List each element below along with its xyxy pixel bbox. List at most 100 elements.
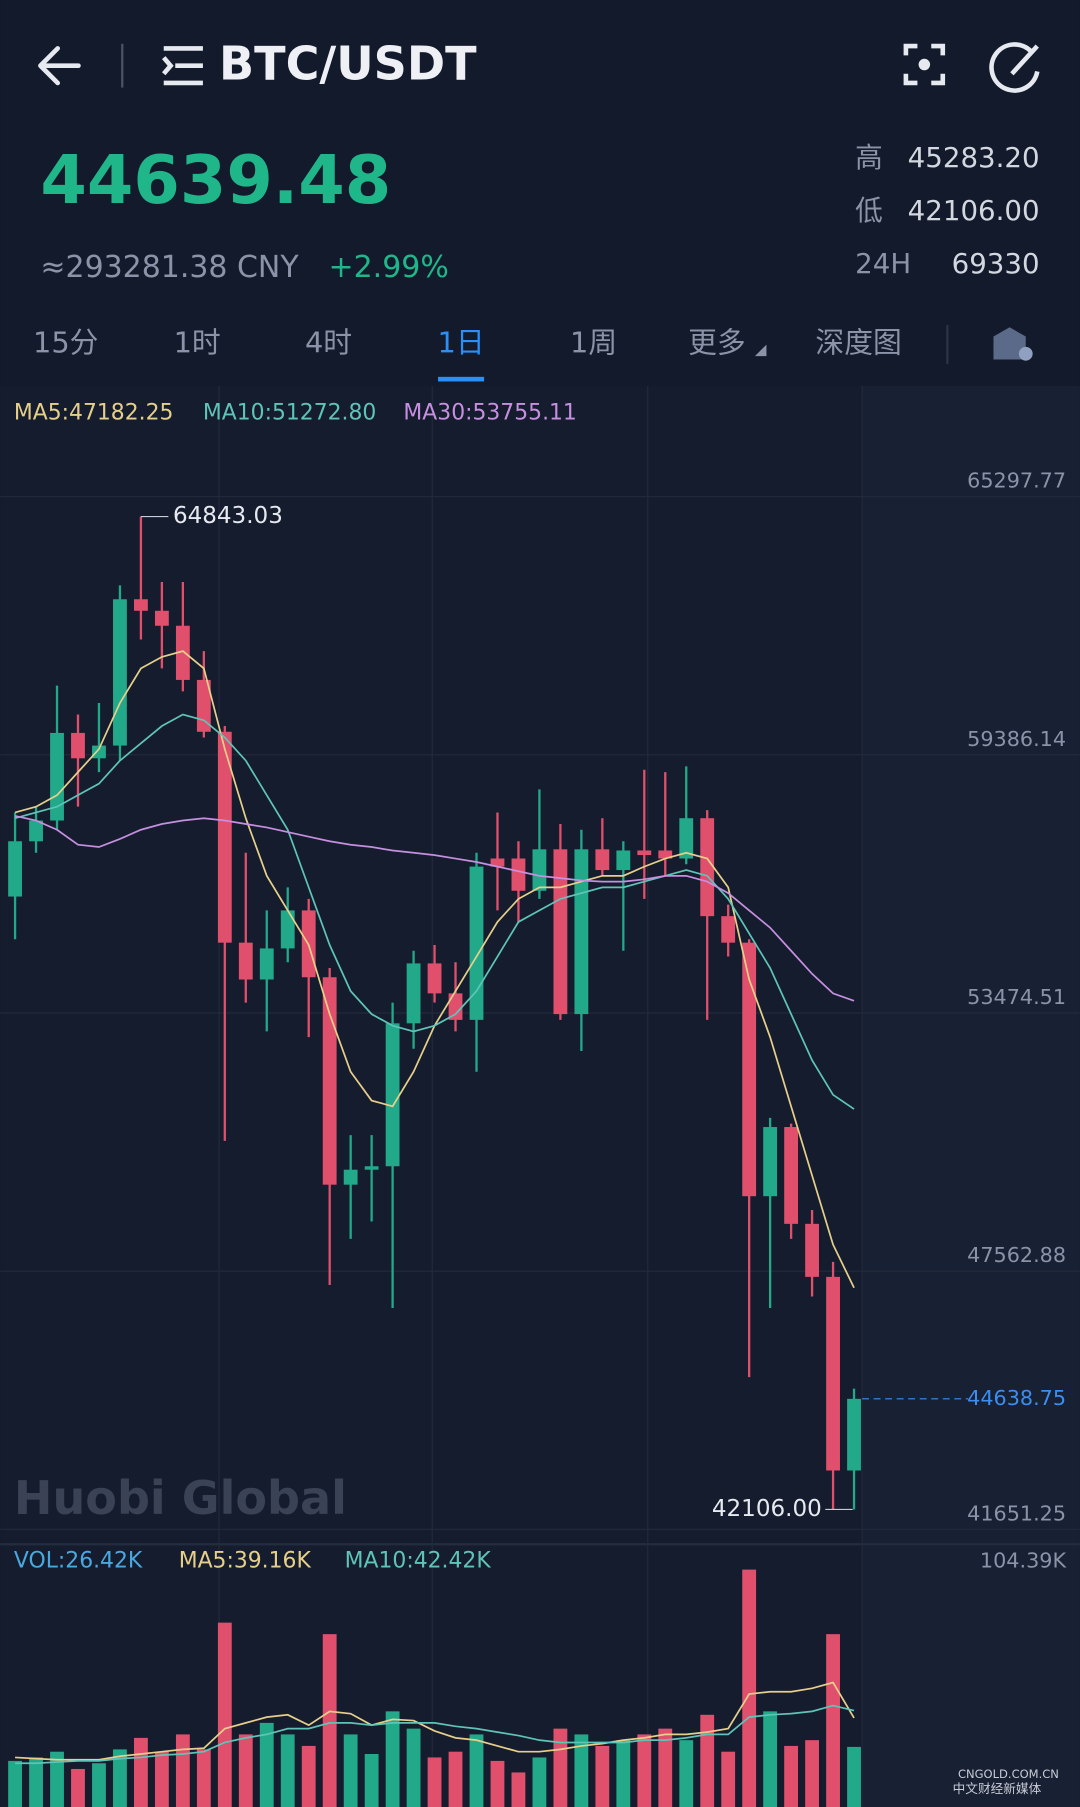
- volume-bar: [322, 1634, 337, 1807]
- volume-bar: [113, 1749, 127, 1807]
- volume-bar: [847, 1746, 861, 1807]
- menu-icon: [161, 46, 203, 86]
- cny-price: ≈293281.38 CNY: [40, 250, 299, 285]
- candle-body: [175, 625, 190, 680]
- candle-body: [259, 948, 274, 980]
- volume-legend: VOL:26.42K: [14, 1549, 143, 1574]
- volume-bar: [280, 1734, 295, 1807]
- volume-bar: [301, 1745, 316, 1807]
- tab[interactable]: 1周: [570, 326, 617, 360]
- volume-bar: [385, 1711, 400, 1807]
- volume-ma-legend: MA10:42.42K: [345, 1549, 492, 1574]
- volume-bar: [763, 1711, 778, 1807]
- min-label: 42106.00: [712, 1496, 822, 1522]
- volume-ma-line: [15, 1704, 855, 1765]
- tab[interactable]: 更多: [688, 326, 746, 360]
- settings-button[interactable]: [993, 327, 1033, 361]
- volume-bar: [469, 1734, 484, 1807]
- candle-body: [826, 1276, 840, 1471]
- tab[interactable]: 4时: [305, 326, 352, 360]
- menu-button[interactable]: [161, 46, 203, 86]
- candle-body: [469, 866, 484, 1020]
- candle-body: [217, 731, 232, 943]
- volume-bar: [490, 1760, 505, 1807]
- ma-legend: MA30:53755.11: [403, 401, 576, 426]
- candle-body: [113, 599, 127, 746]
- volume-bar: [154, 1751, 169, 1807]
- volume-tick-label: 104.39K: [980, 1549, 1068, 1573]
- volume-bar: [742, 1569, 757, 1807]
- volume-bar: [721, 1751, 736, 1807]
- candle-body: [574, 849, 589, 1015]
- candle-body: [595, 849, 610, 871]
- candle-body: [50, 732, 64, 821]
- volume-bar: [616, 1740, 631, 1807]
- candle-body: [343, 1169, 358, 1185]
- candle-body: [763, 1127, 778, 1197]
- tab[interactable]: 15分: [33, 326, 98, 360]
- volume-bar: [553, 1728, 568, 1807]
- fullscreen-dot: [918, 58, 931, 71]
- candle-body: [679, 818, 694, 859]
- tab[interactable]: 1日: [437, 326, 484, 360]
- candle-body: [511, 858, 526, 891]
- volume-bar: [406, 1728, 421, 1807]
- fullscreen-button[interactable]: [903, 43, 946, 86]
- change-percent: +2.99%: [329, 250, 449, 285]
- settings-gear: [1018, 346, 1033, 361]
- candle-body: [134, 599, 148, 611]
- y-tick-label: 47562.88: [967, 1243, 1066, 1267]
- volume-bar: [427, 1757, 442, 1807]
- candle-body: [322, 977, 337, 1185]
- candle-body: [553, 849, 568, 1015]
- volume-bar: [134, 1737, 148, 1807]
- ma-line: [14, 815, 855, 1002]
- candle-body: [92, 745, 106, 759]
- volume-bar: [532, 1757, 547, 1807]
- y-tick-label: 41651.25: [967, 1501, 1066, 1525]
- volume-bar: [448, 1751, 463, 1807]
- candle-body: [8, 841, 22, 897]
- candle-body: [742, 942, 757, 1197]
- candle-body: [280, 910, 295, 949]
- candle-body: [784, 1127, 799, 1224]
- back-icon: [38, 46, 81, 86]
- volume-ma-line: [15, 1681, 855, 1761]
- volume-bar: [700, 1714, 715, 1807]
- last-price: 44639.48: [40, 141, 391, 219]
- y-tick-label: 65297.77: [967, 469, 1066, 493]
- volume-bar: [658, 1728, 673, 1807]
- volume-bar: [574, 1734, 589, 1807]
- back-button[interactable]: [38, 46, 81, 86]
- candle-body: [532, 849, 547, 891]
- volume-bar: [92, 1763, 106, 1807]
- grid: [218, 386, 863, 1807]
- candle-body: [700, 818, 715, 917]
- volume-bar: [217, 1622, 232, 1807]
- candle-body: [448, 993, 463, 1020]
- share-button[interactable]: [989, 42, 1040, 93]
- candle-body: [847, 1398, 861, 1471]
- volume-bar: [784, 1745, 799, 1807]
- tab[interactable]: 1时: [174, 326, 221, 360]
- volume-label: 24H: [855, 247, 911, 280]
- volume-bar: [511, 1772, 526, 1807]
- volume-bar: [196, 1749, 211, 1807]
- high-value: 45283.20: [908, 141, 1040, 174]
- volume-bar: [238, 1734, 253, 1807]
- candle-body: [385, 1023, 400, 1167]
- candle-body: [805, 1223, 820, 1277]
- volume-bar: [29, 1757, 43, 1807]
- volume-bar: [826, 1634, 840, 1807]
- volume-ma-legend: MA5:39.16K: [179, 1549, 312, 1574]
- tab[interactable]: 深度图: [815, 326, 901, 360]
- volume-bar: [50, 1751, 64, 1807]
- candle-body: [406, 963, 421, 1024]
- source-site: CNGOLD.COM.CN: [958, 1767, 1059, 1781]
- share-icon: [989, 42, 1040, 93]
- candle-body: [637, 850, 652, 856]
- volume-bar: [259, 1722, 274, 1807]
- y-tick-label: 53474.51: [967, 985, 1066, 1009]
